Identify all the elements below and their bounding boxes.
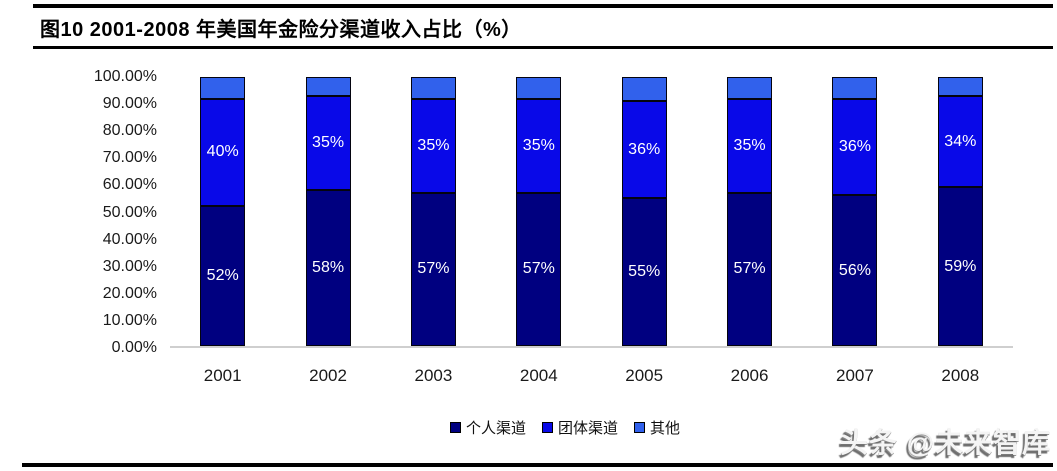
stacked-bar-2004: 35% 57%: [516, 77, 562, 346]
y-tick-label: 60.00%: [102, 176, 157, 194]
bar-segment: 35%: [410, 98, 456, 193]
y-tick-label: 90.00%: [102, 95, 157, 113]
bar-segment: 35%: [516, 98, 562, 193]
bar-segment: 57%: [410, 192, 456, 346]
bar-slot: 36% 55%: [592, 77, 697, 346]
title-divider-rule: [33, 46, 1053, 49]
stacked-bar-2001: 40% 52%: [200, 77, 246, 346]
stacked-bar-2007: 36% 56%: [832, 77, 878, 346]
data-label: 35%: [733, 136, 766, 154]
legend-swatch-icon: [449, 422, 461, 433]
y-tick-label: 50.00%: [102, 203, 157, 221]
top-rule: [33, 4, 1053, 8]
data-label: 56%: [838, 261, 871, 279]
plot-area: 40% 52% 35% 58% 35% 57% 35% 57% 36% 55% 35% 57% 36% 5…: [170, 77, 1013, 348]
bar-segment: [832, 77, 878, 99]
bar-slot: 40% 52%: [170, 77, 275, 346]
bar-segment: 36%: [832, 98, 878, 196]
y-tick-label: 30.00%: [102, 257, 157, 275]
y-tick-label: 20.00%: [102, 284, 157, 302]
data-label: 57%: [522, 260, 555, 278]
legend-item: 其他: [634, 417, 680, 438]
bar-segment: 59%: [937, 187, 983, 346]
y-tick-label: 10.00%: [102, 311, 157, 329]
bar-segment: 58%: [305, 189, 351, 346]
data-label: 58%: [312, 258, 345, 276]
bar-segment: 55%: [621, 198, 667, 346]
x-tick-label: 2008: [941, 366, 980, 385]
data-label: 36%: [838, 137, 871, 155]
bar-segment: [727, 77, 773, 99]
stacked-bar-2005: 36% 55%: [621, 77, 667, 346]
x-tick-label: 2003: [414, 366, 453, 385]
x-tick-label: 2004: [519, 366, 558, 385]
data-label: 59%: [944, 257, 977, 275]
bar-segment: [621, 77, 667, 102]
bar-slot: 35% 57%: [486, 77, 591, 346]
data-label: 36%: [628, 140, 661, 158]
y-axis-labels: 100.00% 90.00% 80.00% 70.00% 60.00% 50.00% 40.…: [0, 68, 157, 356]
x-tick-label: 2006: [730, 366, 769, 385]
bottom-rule: [22, 463, 1053, 467]
stacked-bar-2008: 34% 59%: [937, 77, 983, 346]
legend-item: 个人渠道: [449, 417, 526, 438]
bar-segment: 35%: [305, 95, 351, 190]
x-tick-label: 2001: [203, 366, 242, 385]
stacked-bar-2003: 35% 57%: [410, 77, 456, 346]
bar-segment: 57%: [727, 192, 773, 346]
bar-segment: [200, 77, 246, 99]
legend-swatch-icon: [634, 422, 645, 433]
bar-segment: 52%: [200, 206, 246, 346]
data-label: 57%: [733, 260, 766, 278]
legend-label: 其他: [650, 420, 681, 437]
x-axis-labels: 2001 2002 2003 2004 2005 2006 2007 2008: [170, 366, 1013, 386]
figure-title: 图10 2001-2008 年美国年金险分渠道收入占比（%）: [40, 19, 522, 41]
bar-segment: [516, 77, 562, 99]
bar-segment: [410, 77, 456, 99]
data-label: 55%: [628, 263, 661, 280]
stacked-bar-2002: 35% 58%: [305, 77, 351, 346]
data-label: 40%: [206, 143, 239, 161]
watermark-text: 头条 @未来智库: [839, 427, 1051, 458]
legend-label: 个人渠道: [465, 420, 526, 437]
y-tick-label: 80.00%: [102, 122, 157, 140]
legend-label: 团体渠道: [557, 420, 618, 437]
data-label: 35%: [522, 136, 555, 154]
data-label: 57%: [417, 260, 450, 278]
legend: 个人渠道 团体渠道 其他: [170, 417, 960, 438]
bar-slot: 35% 58%: [275, 77, 380, 346]
y-tick-label: 0.00%: [111, 339, 157, 356]
bar-slot: 36% 56%: [802, 77, 907, 346]
bar-slot: 35% 57%: [381, 77, 486, 346]
y-tick-label: 100.00%: [93, 68, 157, 85]
x-tick-label: 2005: [625, 366, 664, 385]
x-tick-label: 2002: [309, 366, 347, 385]
bar-segment: 35%: [727, 98, 773, 193]
bar-segment: 40%: [200, 98, 246, 207]
bar-segment: 36%: [621, 101, 667, 199]
bar-segment: 34%: [937, 95, 983, 188]
data-label: 52%: [206, 267, 239, 285]
bar-segment: 57%: [516, 192, 562, 346]
data-label: 35%: [312, 133, 345, 151]
bar-segment: [305, 77, 351, 96]
legend-item: 团体渠道: [541, 417, 618, 438]
legend-swatch-icon: [541, 422, 553, 433]
bar-slot: 34% 59%: [908, 77, 1013, 346]
y-tick-label: 40.00%: [102, 230, 157, 248]
x-tick-label: 2007: [836, 366, 874, 385]
y-tick-label: 70.00%: [102, 149, 157, 167]
bar-segment: [937, 77, 983, 96]
bar-segment: 56%: [832, 195, 878, 346]
data-label: 35%: [417, 136, 450, 154]
stacked-bar-2006: 35% 57%: [727, 77, 773, 346]
data-label: 34%: [944, 132, 977, 150]
bar-slot: 35% 57%: [697, 77, 802, 346]
